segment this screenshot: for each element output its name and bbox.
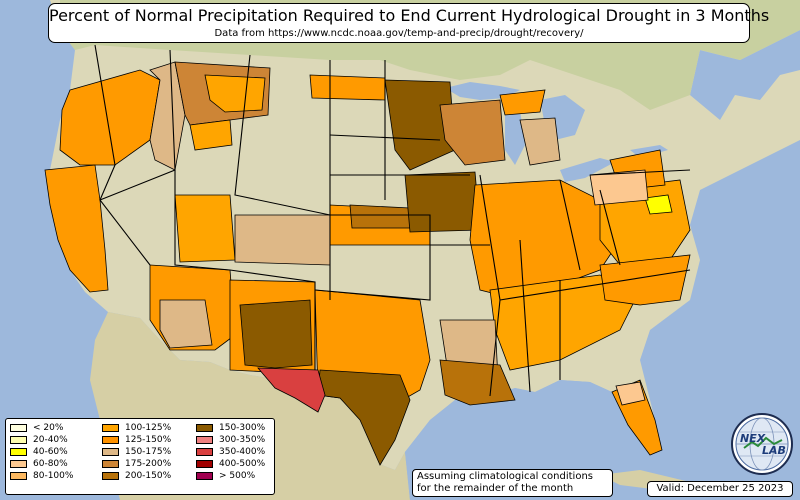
legend-swatch [10, 460, 27, 468]
legend-item: > 500% [196, 470, 265, 482]
logo-text-left: NEX [740, 432, 766, 445]
legend-label: 20-40% [33, 435, 68, 445]
legend-swatch [10, 472, 27, 480]
legend-item: 40-60% [10, 446, 73, 458]
legend-swatch [10, 448, 27, 456]
legend-item: 400-500% [196, 458, 265, 470]
region-arizona-tan [159, 299, 213, 349]
note-line-1: Assuming climatological conditions [417, 471, 593, 482]
legend-swatch [196, 472, 213, 480]
legend-label: 60-80% [33, 459, 68, 469]
legend-swatch [196, 424, 213, 432]
region-texas-brown [317, 369, 411, 466]
legend-swatch [102, 472, 119, 480]
legend-label: 150-300% [219, 423, 266, 433]
legend-label: 400-500% [219, 459, 266, 469]
legend-swatch [196, 460, 213, 468]
region-colorado [234, 214, 331, 266]
legend-item: 80-100% [10, 470, 73, 482]
legend-label: > 500% [219, 471, 256, 481]
region-utah [174, 194, 236, 263]
region-maryland-yellow [644, 194, 673, 215]
legend-label: 200-150% [125, 471, 172, 481]
legend-swatch [102, 424, 119, 432]
region-michigan [519, 117, 561, 166]
map-subtitle: Data from https://www.ncdc.noaa.gov/temp… [214, 28, 584, 39]
legend-item: 350-400% [196, 446, 265, 458]
legend-item: 300-350% [196, 434, 265, 446]
legend-item: 125-150% [102, 434, 171, 446]
legend-label: 150-175% [125, 447, 172, 457]
region-florida-light [615, 381, 646, 406]
region-wyoming [189, 119, 233, 151]
region-north-dakota [309, 74, 386, 101]
valid-date: Valid: December 25 2023 [647, 481, 793, 497]
map-title: Percent of Normal Precipitation Required… [49, 6, 770, 25]
legend-swatch [102, 436, 119, 444]
region-pennsylvania [589, 169, 649, 206]
legend-item: 60-80% [10, 458, 73, 470]
legend-column-3: 150-300% 300-350% 350-400% 400-500% > 50… [196, 422, 265, 482]
region-california [44, 164, 109, 293]
legend-item: 175-200% [102, 458, 171, 470]
legend-swatch [102, 460, 119, 468]
legend-label: 300-350% [219, 435, 266, 445]
legend-label: 80-100% [33, 471, 74, 481]
legend-item: < 20% [10, 422, 73, 434]
legend-swatch [10, 424, 27, 432]
legend-label: 175-200% [125, 459, 172, 469]
legend: < 20% 20-40% 40-60% 60-80% 80-100% [5, 418, 275, 495]
logo-text-right: LAB [762, 444, 786, 457]
region-new-mexico-brown [239, 299, 313, 369]
region-midwest-orange [469, 179, 621, 301]
legend-label: 125-150% [125, 435, 172, 445]
legend-item: 20-40% [10, 434, 73, 446]
region-texas-red [257, 367, 326, 413]
legend-column-2: 100-125% 125-150% 150-175% 175-200% 200-… [102, 422, 171, 482]
climatology-note: Assuming climatological conditions for t… [412, 469, 613, 497]
region-carolinas [599, 254, 691, 306]
note-line-2: for the remainder of the month [417, 483, 574, 494]
region-wisconsin [439, 99, 506, 166]
legend-item: 100-125% [102, 422, 171, 434]
region-michigan-orange [499, 89, 546, 116]
legend-label: < 20% [33, 423, 64, 433]
title-box: Percent of Normal Precipitation Required… [48, 3, 770, 43]
drought-regions [44, 61, 691, 466]
legend-swatch [102, 448, 119, 456]
legend-swatch [196, 448, 213, 456]
region-iowa [404, 171, 481, 233]
legend-item: 150-175% [102, 446, 171, 458]
legend-swatch [196, 436, 213, 444]
legend-label: 100-125% [125, 423, 172, 433]
legend-column-1: < 20% 20-40% 40-60% 60-80% 80-100% [10, 422, 73, 482]
legend-label: 350-400% [219, 447, 266, 457]
state-borders [94, 44, 691, 397]
legend-item: 150-300% [196, 422, 265, 434]
region-nebraska-brown [349, 204, 413, 229]
legend-item: 200-150% [102, 470, 171, 482]
legend-label: 40-60% [33, 447, 68, 457]
nexlab-globe-logo-icon: NEX LAB [731, 413, 793, 475]
legend-swatch [10, 436, 27, 444]
region-louisiana-brown [439, 359, 516, 406]
